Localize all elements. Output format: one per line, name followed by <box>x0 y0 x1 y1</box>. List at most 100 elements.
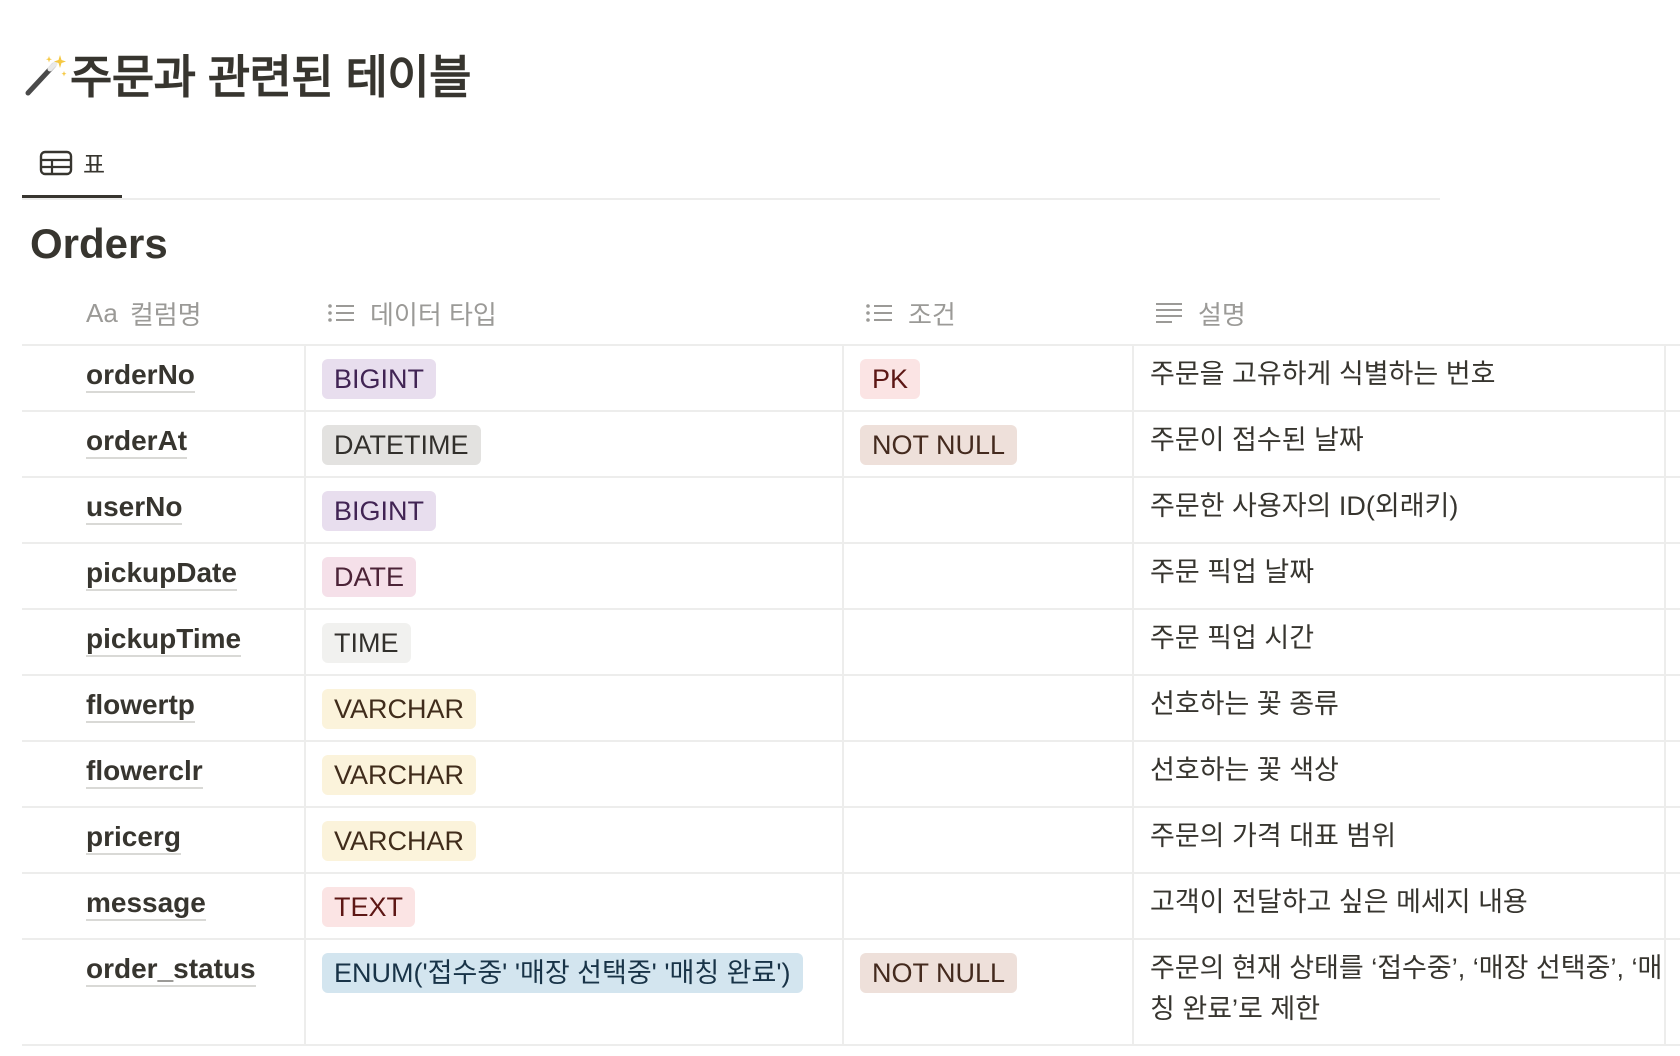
table-row[interactable]: message TEXT 고객이 전달하고 싶은 메세지 내용 <box>22 874 1680 940</box>
cell-condition[interactable]: NOT NULL <box>844 412 1134 476</box>
select-tag: NOT NULL <box>860 953 1018 993</box>
table-row[interactable]: pickupDate DATE 주문 픽업 날짜 <box>22 544 1680 610</box>
column-header-condition[interactable]: 조건 <box>844 282 1134 344</box>
text-lines-icon <box>1156 303 1182 323</box>
select-tag: BIGINT <box>322 491 437 531</box>
cell-data-type[interactable]: DATETIME <box>306 412 844 476</box>
row-title-link[interactable]: orderAt <box>86 425 188 459</box>
table-row[interactable]: flowerclr VARCHAR 선호하는 꽃 색상 <box>22 742 1680 808</box>
cell-column-name[interactable]: message <box>22 874 306 938</box>
column-header-type[interactable]: 데이터 타입 <box>306 282 844 344</box>
cell-description[interactable]: 주문 픽업 시간 <box>1134 610 1666 674</box>
select-tag: DATE <box>322 557 417 597</box>
description-text: 주문 픽업 시간 <box>1150 623 1315 653</box>
cell-column-name[interactable]: orderAt <box>22 412 306 476</box>
cell-column-name[interactable]: orderNo <box>22 346 306 410</box>
list-icon <box>328 304 354 322</box>
cell-data-type[interactable]: VARCHAR <box>306 742 844 806</box>
column-header-description[interactable]: 설명 <box>1134 282 1666 344</box>
select-tag: TIME <box>322 623 411 663</box>
cell-description[interactable]: 선호하는 꽃 색상 <box>1134 742 1666 806</box>
column-header-name[interactable]: Aa 컬럼명 <box>22 282 306 344</box>
table-header: Aa 컬럼명 데이터 타입 조건 <box>22 282 1680 346</box>
row-title-link[interactable]: flowerclr <box>86 755 203 789</box>
cell-column-name[interactable]: userNo <box>22 478 306 542</box>
cell-condition[interactable]: PK <box>844 346 1134 410</box>
description-text: 주문한 사용자의 ID(외래키) <box>1150 491 1459 521</box>
description-text: 주문 픽업 날짜 <box>1150 557 1315 587</box>
cell-description[interactable]: 주문의 현재 상태를 ‘접수중’, ‘매장 선택중’, ‘매칭 완료’로 제한 <box>1134 940 1666 1044</box>
table-row[interactable]: order_status ENUM('접수중' '매장 선택중' '매칭 완료')… <box>22 940 1680 1046</box>
description-text: 주문의 가격 대표 범위 <box>1150 821 1397 851</box>
page-title[interactable]: 주문과 관련된 테이블 <box>70 51 471 103</box>
cell-data-type[interactable]: VARCHAR <box>306 808 844 872</box>
cell-condition[interactable] <box>844 544 1134 608</box>
cell-data-type[interactable]: VARCHAR <box>306 676 844 740</box>
row-title-link[interactable]: order_status <box>86 953 256 987</box>
magic-wand-icon[interactable] <box>22 51 68 97</box>
cell-data-type[interactable]: TEXT <box>306 874 844 938</box>
row-title-link[interactable]: pickupDate <box>86 557 237 591</box>
cell-description[interactable]: 주문을 고유하게 식별하는 번호 <box>1134 346 1666 410</box>
cell-condition[interactable] <box>844 478 1134 542</box>
select-tag: VARCHAR <box>322 755 477 795</box>
select-tag: NOT NULL <box>860 425 1018 465</box>
description-text: 주문이 접수된 날짜 <box>1150 425 1364 455</box>
cell-column-name[interactable]: order_status <box>22 940 306 1044</box>
table-row[interactable]: userNo BIGINT 주문한 사용자의 ID(외래키) <box>22 478 1680 544</box>
page-header: 주문과 관련된 테이블 <box>22 44 471 104</box>
cell-data-type[interactable]: BIGINT <box>306 346 844 410</box>
cell-column-name[interactable]: pickupDate <box>22 544 306 608</box>
cell-column-name[interactable]: pickupTime <box>22 610 306 674</box>
table-row[interactable]: orderNo BIGINT PK 주문을 고유하게 식별하는 번호 <box>22 346 1680 412</box>
cell-description[interactable]: 주문한 사용자의 ID(외래키) <box>1134 478 1666 542</box>
column-header-label: 설명 <box>1198 299 1246 330</box>
row-title-link[interactable]: pricerg <box>86 821 181 855</box>
table-row[interactable]: orderAt DATETIME NOT NULL 주문이 접수된 날짜 <box>22 412 1680 478</box>
cell-description[interactable]: 고객이 전달하고 싶은 메세지 내용 <box>1134 874 1666 938</box>
tab-table-view[interactable]: 표 <box>22 130 122 198</box>
description-text: 선호하는 꽃 종류 <box>1150 689 1339 719</box>
cell-data-type[interactable]: ENUM('접수중' '매장 선택중' '매칭 완료') <box>306 940 844 1044</box>
cell-column-name[interactable]: flowerclr <box>22 742 306 806</box>
cell-condition[interactable]: NOT NULL <box>844 940 1134 1044</box>
table-row[interactable]: pickupTime TIME 주문 픽업 시간 <box>22 610 1680 676</box>
row-title-link[interactable]: message <box>86 887 206 921</box>
tab-label: 표 <box>82 152 106 179</box>
cell-condition[interactable] <box>844 742 1134 806</box>
cell-condition[interactable] <box>844 610 1134 674</box>
cell-data-type[interactable]: BIGINT <box>306 478 844 542</box>
row-title-link[interactable]: orderNo <box>86 359 195 393</box>
row-title-link[interactable]: pickupTime <box>86 623 242 657</box>
select-tag: DATETIME <box>322 425 481 465</box>
cell-column-name[interactable]: flowertp <box>22 676 306 740</box>
cell-description[interactable]: 선호하는 꽃 종류 <box>1134 676 1666 740</box>
select-tag: TEXT <box>322 887 416 927</box>
cell-condition[interactable] <box>844 676 1134 740</box>
table-row[interactable]: flowertp VARCHAR 선호하는 꽃 종류 <box>22 676 1680 742</box>
cell-description[interactable]: 주문 픽업 날짜 <box>1134 544 1666 608</box>
row-title-link[interactable]: flowertp <box>86 689 195 723</box>
column-header-label: 컬럼명 <box>129 299 202 330</box>
select-tag: PK <box>860 359 921 399</box>
description-text: 선호하는 꽃 색상 <box>1150 755 1339 785</box>
cell-description[interactable]: 주문의 가격 대표 범위 <box>1134 808 1666 872</box>
database-title[interactable]: Orders <box>30 220 168 267</box>
select-tag: ENUM('접수중' '매장 선택중' '매칭 완료') <box>322 953 803 993</box>
cell-description[interactable]: 주문이 접수된 날짜 <box>1134 412 1666 476</box>
table-row[interactable]: pricerg VARCHAR 주문의 가격 대표 범위 <box>22 808 1680 874</box>
table-body: orderNo BIGINT PK 주문을 고유하게 식별하는 번호 orderAt DA… <box>22 346 1680 1046</box>
title-aa-icon: Aa <box>86 297 118 328</box>
description-text: 고객이 전달하고 싶은 메세지 내용 <box>1150 887 1528 917</box>
cell-condition[interactable] <box>844 808 1134 872</box>
cell-data-type[interactable]: DATE <box>306 544 844 608</box>
view-tabs-bar: 표 <box>22 130 1440 200</box>
column-header-label: 조건 <box>908 299 956 330</box>
cell-data-type[interactable]: TIME <box>306 610 844 674</box>
cell-condition[interactable] <box>844 874 1134 938</box>
column-header-label: 데이터 타입 <box>370 299 497 330</box>
select-tag: VARCHAR <box>322 821 477 861</box>
cell-column-name[interactable]: pricerg <box>22 808 306 872</box>
row-title-link[interactable]: userNo <box>86 491 183 525</box>
